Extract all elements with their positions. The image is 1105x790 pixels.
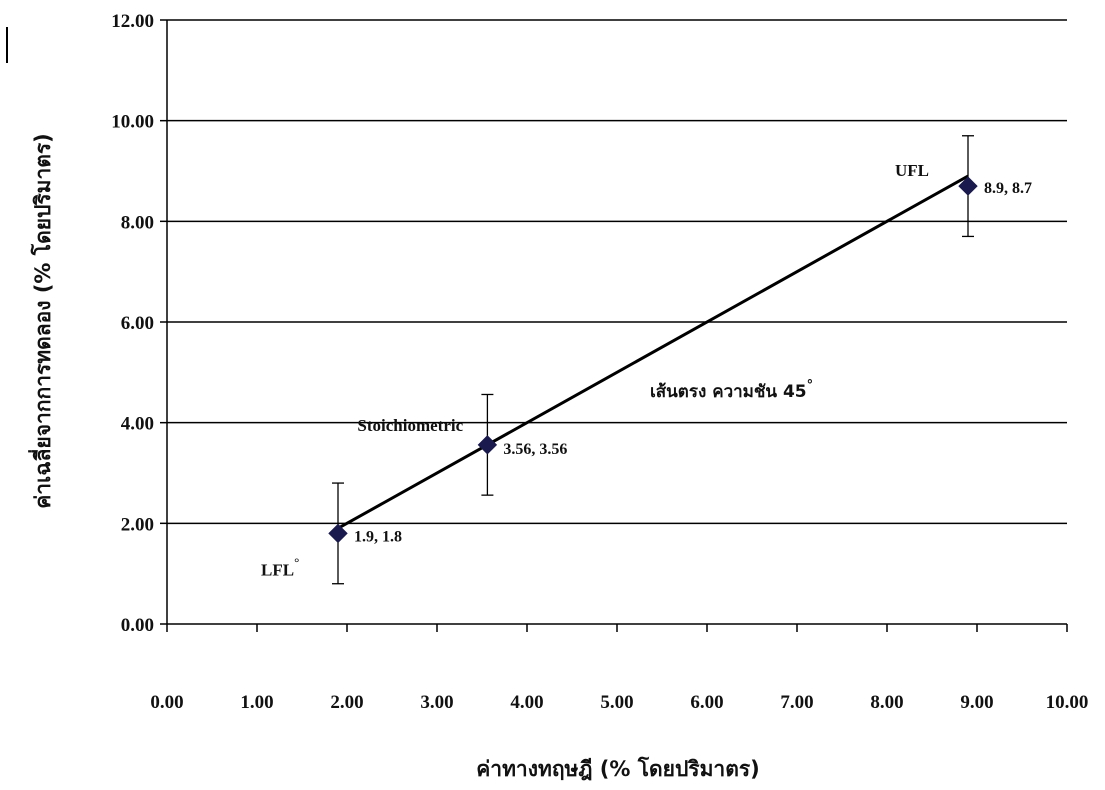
y-tick-label: 0.00 [121, 615, 154, 636]
data-point-label: 3.56, 3.56 [503, 441, 567, 458]
x-tick-label: 6.00 [690, 692, 723, 713]
x-tick-label: 3.00 [420, 692, 453, 713]
error-bars [332, 135, 974, 585]
data-point-marker [328, 523, 348, 544]
x-tick-label: 1.00 [240, 692, 273, 713]
line-annotation-degree: ° [807, 378, 814, 393]
data-point-marker [477, 435, 498, 455]
x-axis-title: ค่าทางทฤษฎี (% โดยปริมาตร) [476, 756, 759, 781]
gridlines [167, 19, 1067, 525]
x-tick-label: 9.00 [960, 692, 993, 713]
line-annotation: เส้นตรง ความชัน 45° [650, 378, 813, 402]
data-point-label: 1.9, 1.8 [354, 528, 402, 545]
data-point-name: LFL° [261, 554, 299, 579]
data-point-marker [958, 176, 978, 196]
y-tick-label: 10.00 [111, 112, 154, 133]
x-tick-label: 8.00 [870, 692, 903, 713]
x-tick-label: 7.00 [780, 692, 813, 713]
y-axis-title: ค่าเฉลี่ยจากการทดลอง (% โดยปริมาตร) [27, 133, 55, 509]
x-tick-label: 10.00 [1046, 692, 1089, 713]
data-markers [328, 176, 978, 544]
x-tick-label: 0.00 [150, 692, 183, 713]
y-tick-labels: 0.00 2.00 4.00 6.00 8.00 10.00 12.00 [111, 11, 154, 636]
point-labels: 1.9, 1.8 LFL° 3.56, 3.56 Stoichiometric 8.9,… [261, 161, 1032, 579]
y-tick-label: 4.00 [121, 414, 154, 435]
data-point-name: UFL [895, 161, 929, 180]
axes [160, 19, 1068, 632]
x-tick-label: 4.00 [510, 692, 543, 713]
y-tick-label: 6.00 [121, 313, 154, 334]
data-point-name: Stoichiometric [357, 416, 463, 435]
trend-line-group [337, 174, 969, 530]
trend-line [337, 174, 969, 530]
x-tick-label: 5.00 [600, 692, 633, 713]
line-annotation-text: เส้นตรง ความชัน 45 [650, 382, 807, 402]
data-point-label: 8.9, 8.7 [984, 180, 1032, 197]
y-tick-label: 12.00 [111, 11, 154, 32]
y-tick-label: 2.00 [121, 514, 154, 535]
y-tick-label: 8.00 [121, 212, 154, 233]
x-tick-label: 2.00 [330, 692, 363, 713]
x-tick-labels: 0.00 1.00 2.00 3.00 4.00 5.00 6.00 7.00 8.00 9.00… [150, 692, 1088, 713]
